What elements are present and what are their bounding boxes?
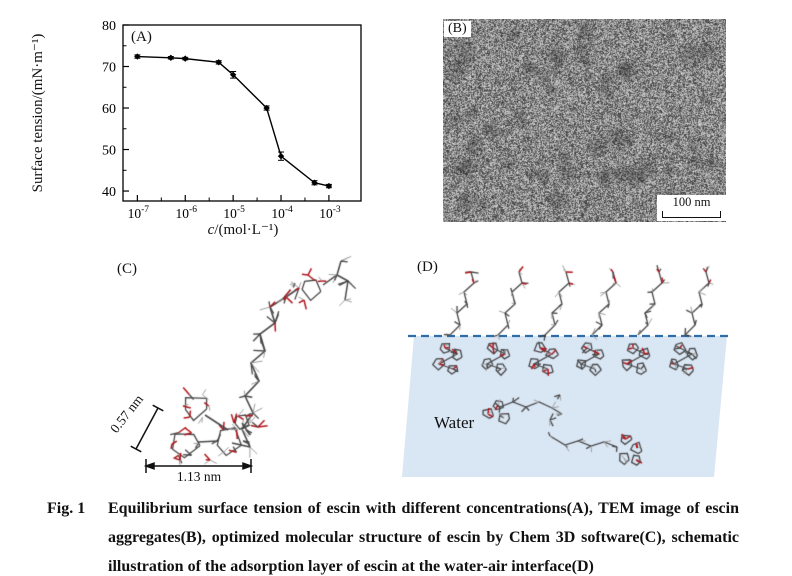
surface-tension-chart: 40 50 60 70 80 10-7 10-6 10-5 10-4 10-3 xyxy=(102,19,362,221)
x-axis-label: c/(mol·L⁻¹) xyxy=(168,220,318,239)
svg-text:10-3: 10-3 xyxy=(319,205,341,221)
y-axis-label: Surface tension/(mN·m⁻¹) xyxy=(30,33,46,193)
adsorption-layer-molecules xyxy=(400,255,792,490)
svg-text:10-5: 10-5 xyxy=(223,205,245,221)
caption-line-1: Equilibrium surface tension of escin wit… xyxy=(108,500,739,517)
figure-caption: Fig. 1 Equilibrium surface tension of es… xyxy=(47,494,739,576)
svg-text:10-4: 10-4 xyxy=(271,205,293,221)
panel-d-label: (D) xyxy=(417,259,438,275)
molecular-structure xyxy=(90,255,400,495)
dimension-arrow-horizontal xyxy=(143,459,254,473)
panel-c-label: (C) xyxy=(117,261,137,277)
water-label: Water xyxy=(434,413,475,432)
dimension-arrows xyxy=(130,404,254,473)
caption-line-3: illustration of the adsorption layer of … xyxy=(108,558,594,575)
dimension-long-label: 1.13 nm xyxy=(176,469,222,484)
scale-bar-text: 100 nm xyxy=(672,195,711,209)
dimension-arrow-diagonal xyxy=(130,404,164,453)
svg-text:40: 40 xyxy=(102,185,116,200)
scale-bar-line xyxy=(662,211,721,218)
svg-text:10-7: 10-7 xyxy=(128,205,150,221)
panel-a-label: (A) xyxy=(131,29,152,45)
x-axis-units: /(mol·L⁻¹) xyxy=(214,222,279,238)
x-axis-variable: c xyxy=(207,222,215,238)
caption-line-2: aggregates(B), optimized molecular struc… xyxy=(108,529,739,546)
panel-b-label: (B) xyxy=(444,21,471,37)
svg-text:70: 70 xyxy=(102,61,116,76)
svg-text:50: 50 xyxy=(102,144,116,159)
svg-text:10-6: 10-6 xyxy=(176,205,198,221)
svg-text:80: 80 xyxy=(102,19,116,34)
scale-bar: 100 nm xyxy=(657,195,726,221)
svg-text:60: 60 xyxy=(102,102,116,117)
caption-label: Fig. 1 xyxy=(47,500,86,517)
tem-image xyxy=(443,19,726,222)
